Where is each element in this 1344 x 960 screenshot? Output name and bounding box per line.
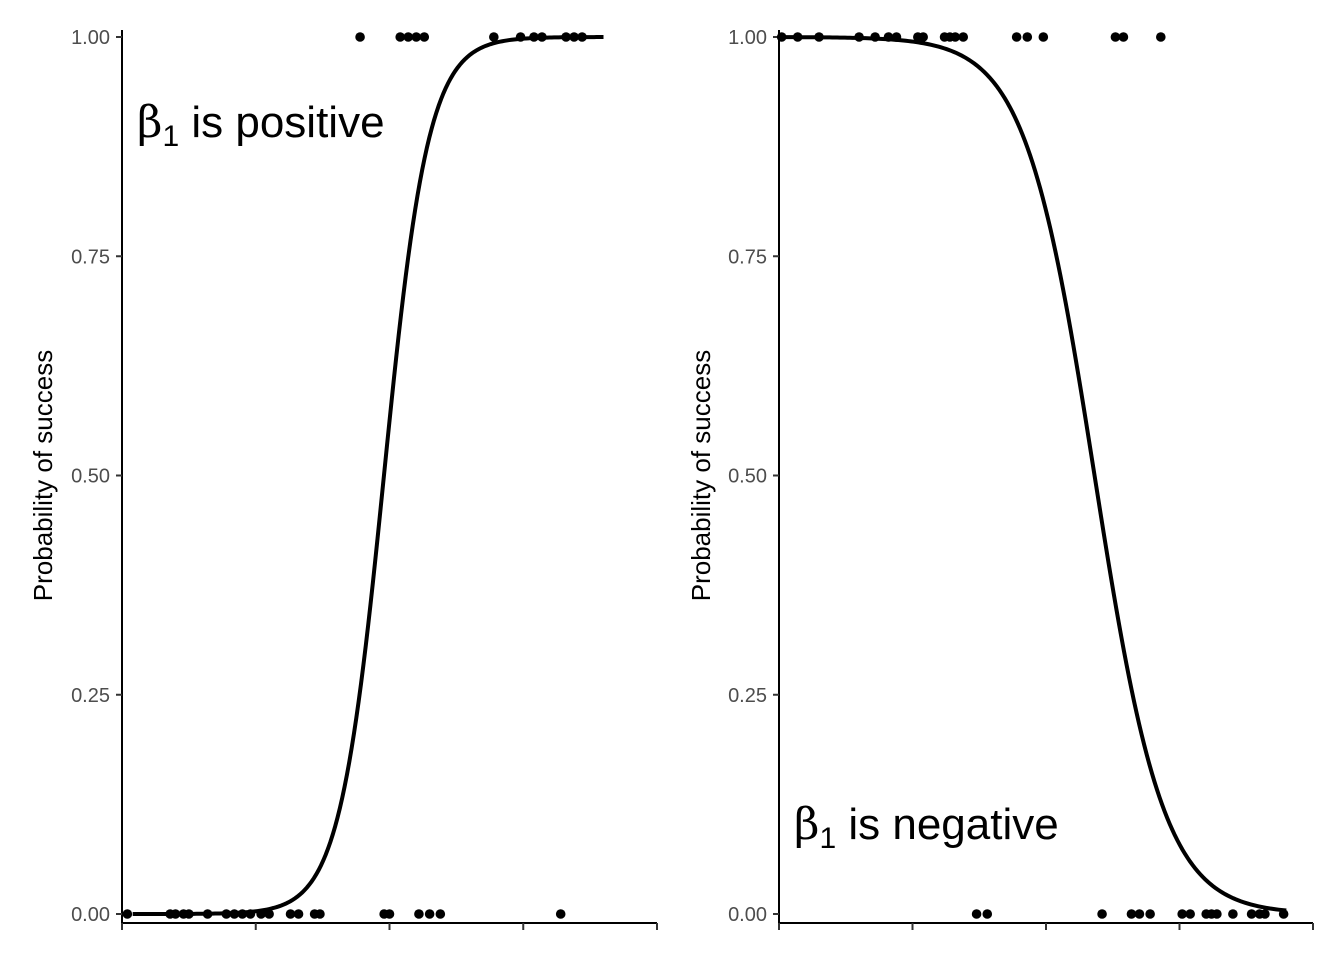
data-point-success — [1156, 32, 1166, 42]
data-point-success — [814, 32, 824, 42]
data-point-success — [1110, 32, 1121, 42]
data-point-success — [355, 32, 365, 42]
data-point-failure — [256, 909, 266, 919]
data-point-failure — [184, 909, 194, 919]
data-point-failure — [202, 909, 213, 919]
data-point-success — [403, 32, 414, 42]
data-point-success — [918, 32, 928, 42]
panel-beta-positive: 0.00 0.25 0.50 0.75 1.00 Probability of succe… — [28, 27, 658, 930]
data-point-failure — [1260, 909, 1270, 919]
data-point-failure — [982, 909, 993, 919]
y-tick-label: 0.25 — [71, 685, 110, 707]
y-tick-label: 0.00 — [728, 904, 767, 926]
data-point-success — [569, 32, 579, 42]
fitted-curve — [132, 35, 604, 916]
data-point-failure — [122, 909, 133, 919]
data-point-success — [577, 32, 587, 42]
data-point-failure — [221, 909, 232, 919]
data-point-success — [870, 32, 880, 42]
data-point-success — [537, 32, 547, 42]
data-point-failure — [1246, 909, 1257, 919]
data-point-success — [776, 32, 787, 42]
y-axis-title: Probability of success — [28, 350, 58, 601]
data-point-success — [883, 32, 894, 42]
data-point-success — [561, 32, 571, 42]
data-point-failure — [1212, 909, 1222, 919]
y-axis-title: Probability of success — [686, 350, 716, 601]
data-point-failure — [315, 909, 325, 919]
data-point-failure — [237, 909, 248, 919]
data-point-success — [958, 32, 969, 42]
annotation-subscript: 1 — [819, 822, 836, 855]
annotation-beta: β — [794, 799, 819, 850]
annotation-beta: β — [137, 97, 162, 148]
data-point-success — [489, 32, 499, 42]
y-tick-label: 0.75 — [728, 246, 767, 268]
data-point-failure — [245, 909, 256, 919]
data-point-success — [950, 32, 961, 42]
data-point-success — [515, 32, 526, 42]
data-point-failure — [1185, 909, 1195, 919]
data-point-success — [891, 32, 902, 42]
data-point-failure — [170, 909, 181, 919]
data-point-failure — [555, 909, 566, 919]
fitted-curve — [778, 35, 1287, 913]
y-tick-label: 0.75 — [71, 246, 110, 268]
data-point-success — [395, 32, 406, 42]
data-point-failure — [384, 909, 395, 919]
data-point-success — [1011, 32, 1022, 42]
data-point-success — [792, 32, 803, 42]
data-point-failure — [424, 909, 435, 919]
annotation-label: is negative — [836, 800, 1059, 849]
data-point-failure — [1134, 909, 1145, 919]
data-point-success — [1022, 32, 1033, 42]
data-point-failure — [1126, 909, 1137, 919]
data-point-failure — [1145, 909, 1155, 919]
data-point-failure — [264, 909, 274, 919]
data-point-failure — [1177, 909, 1187, 919]
y-tick-label: 0.25 — [728, 685, 767, 707]
y-tick-label: 1.00 — [728, 27, 767, 49]
data-point-failure — [414, 909, 424, 919]
data-point-success — [854, 32, 864, 42]
y-tick-label: 0.50 — [71, 466, 110, 488]
annotation-label: is positive — [179, 98, 384, 147]
data-point-failure — [435, 909, 446, 919]
annotation-text: β1 is positive — [137, 97, 385, 153]
data-point-success — [1118, 32, 1129, 42]
y-tick-label: 0.50 — [728, 466, 767, 488]
data-point-failure — [285, 909, 296, 919]
panel-beta-negative: 0.00 0.25 0.50 0.75 1.00 Probability of succe… — [686, 27, 1314, 930]
data-point-success — [529, 32, 539, 42]
data-point-success — [411, 32, 422, 42]
data-point-failure — [229, 909, 240, 919]
data-point-failure — [1278, 909, 1289, 919]
data-point-failure — [1228, 909, 1238, 919]
data-point-failure — [293, 909, 304, 919]
y-tick-label: 0.00 — [71, 904, 110, 926]
annotation-text: β1 is negative — [794, 799, 1059, 855]
data-point-success — [419, 32, 430, 42]
y-tick-label: 1.00 — [71, 27, 110, 49]
data-point-failure — [971, 909, 982, 919]
annotation-subscript: 1 — [162, 120, 179, 153]
data-point-failure — [1097, 909, 1107, 919]
data-point-success — [1038, 32, 1049, 42]
